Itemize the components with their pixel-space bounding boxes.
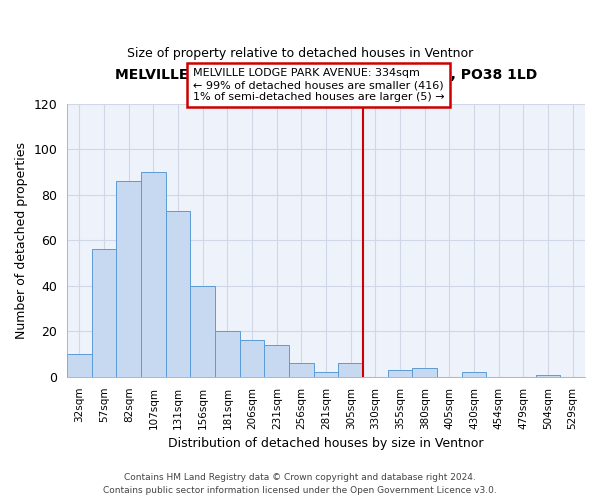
Bar — [141, 172, 166, 377]
Text: Size of property relative to detached houses in Ventnor: Size of property relative to detached ho… — [127, 48, 473, 60]
Bar — [116, 181, 141, 377]
Bar — [314, 372, 338, 377]
Bar — [92, 250, 116, 377]
Bar — [265, 345, 289, 377]
Bar — [67, 354, 92, 377]
Y-axis label: Number of detached properties: Number of detached properties — [15, 142, 28, 339]
Bar — [338, 363, 363, 377]
Bar — [388, 370, 412, 377]
Bar — [289, 363, 314, 377]
Text: MELVILLE LODGE PARK AVENUE: 334sqm
← 99% of detached houses are smaller (416)
1%: MELVILLE LODGE PARK AVENUE: 334sqm ← 99%… — [193, 68, 445, 102]
Bar — [240, 340, 265, 377]
Bar — [462, 372, 487, 377]
Bar — [166, 211, 190, 377]
Bar — [190, 286, 215, 377]
Bar — [412, 368, 437, 377]
Bar — [536, 374, 560, 377]
Text: Contains HM Land Registry data © Crown copyright and database right 2024.
Contai: Contains HM Land Registry data © Crown c… — [103, 474, 497, 495]
Title: MELVILLE LODGE, PARK AVENUE, VENTNOR, PO38 1LD: MELVILLE LODGE, PARK AVENUE, VENTNOR, PO… — [115, 68, 537, 82]
X-axis label: Distribution of detached houses by size in Ventnor: Distribution of detached houses by size … — [169, 437, 484, 450]
Bar — [215, 332, 240, 377]
